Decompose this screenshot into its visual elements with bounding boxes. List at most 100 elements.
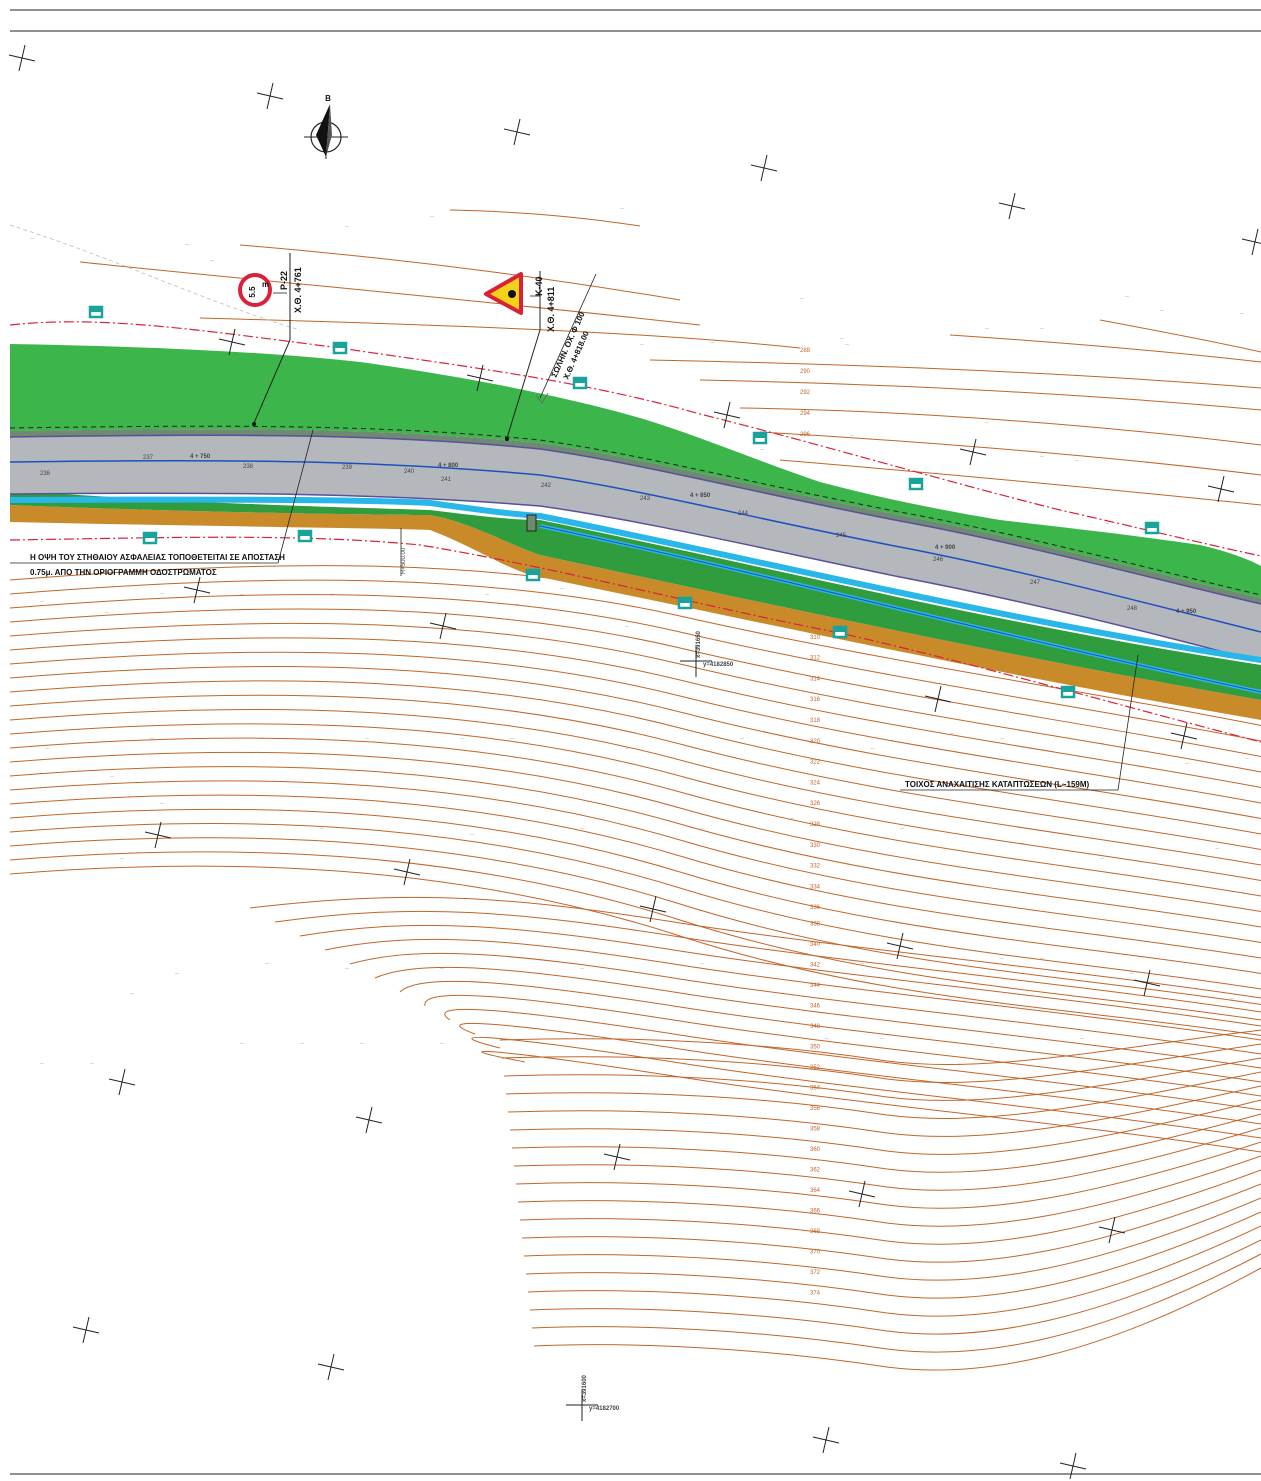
spot-height-mark: ·· [880, 1036, 884, 1042]
contour-line [501, 1043, 1261, 1084]
spot-height-mark: ·· [710, 340, 714, 346]
station-label: 237 [143, 455, 154, 461]
spot-height-mark: ·· [430, 214, 434, 220]
spot-height-mark: ·· [990, 1041, 994, 1047]
contour-label: 346 [810, 1004, 821, 1010]
spot-height-mark: ·· [850, 433, 854, 439]
contour-label: 294 [800, 411, 811, 417]
grid-cross-icon [393, 858, 421, 886]
coord-mark-1: x=391650 y=4182850 [680, 630, 734, 677]
spot-height-mark: ·· [515, 602, 519, 608]
contour-line [9, 865, 1261, 1036]
spot-height-mark: ·· [625, 746, 629, 752]
spot-height-mark: ·· [900, 826, 904, 832]
spot-height-mark: ·· [700, 961, 704, 967]
spot-height-mark: ·· [1130, 1076, 1134, 1082]
contour-line [424, 994, 1261, 1097]
spot-height-mark: ·· [1230, 996, 1234, 1002]
spot-height-mark: ·· [620, 206, 624, 212]
spot-height-mark: ·· [985, 420, 989, 426]
grid-cross-icon [144, 821, 172, 849]
contour-label: 362 [810, 1168, 821, 1174]
contour-line [517, 1155, 1261, 1227]
spot-height-mark: ·· [440, 1041, 444, 1047]
contour-line [9, 651, 1261, 804]
contour-label: 322 [810, 760, 821, 766]
spot-height-mark: ·· [700, 826, 704, 832]
sign-k40-chainage: X.Θ. 4+811 [546, 287, 556, 332]
grid-cross-icon [750, 154, 778, 182]
spot-height-mark: ·· [640, 342, 644, 348]
guardrail-line [9, 425, 1261, 596]
spot-height-mark: ·· [1040, 326, 1044, 332]
grid-cross-icon [713, 401, 741, 429]
boundary-marker-fill [335, 344, 345, 348]
spot-height-mark: ·· [1040, 956, 1044, 962]
grid-cross-icon [886, 932, 914, 960]
grid-cross-icon [72, 1316, 100, 1344]
spot-height-mark: ·· [240, 592, 244, 598]
road-centerline [9, 459, 1261, 633]
grid-cross-icon [959, 438, 987, 466]
contour-line [513, 1127, 1261, 1191]
contour-line [459, 1022, 1261, 1125]
grid-cross-icon [183, 576, 211, 604]
chainage-label: 4 + 800 [438, 463, 459, 469]
contour-label: 366 [810, 1209, 821, 1215]
contour-lines [9, 209, 1261, 1371]
spot-height-mark: ·· [740, 736, 744, 742]
coord-1-y: y=4182850 [703, 662, 734, 668]
contour-label: 332 [810, 864, 821, 870]
spot-height-mark: ·· [1080, 1036, 1084, 1042]
spot-height-mark: ·· [105, 610, 109, 616]
contour-label: 352 [810, 1065, 821, 1071]
contour-line [739, 407, 1261, 446]
contour-line [525, 1211, 1261, 1299]
contour-label: 290 [800, 369, 811, 375]
contour-label: 368 [810, 1229, 821, 1235]
spot-height-mark: ·· [1185, 761, 1189, 767]
boundary-markers [88, 305, 1160, 699]
spot-height-mark: ·· [45, 746, 49, 752]
contour-line [523, 1197, 1261, 1281]
contour-label: 324 [810, 780, 821, 786]
station-label: 245 [836, 533, 847, 539]
contour-line [499, 1029, 1261, 1066]
spot-height-mark: ·· [1075, 458, 1079, 464]
contour-line [9, 808, 1261, 974]
contour-line [9, 823, 1261, 990]
station-label: 248 [1127, 606, 1138, 612]
contour-line [1099, 319, 1261, 353]
spot-height-mark: ·· [1245, 756, 1249, 762]
spot-height-mark: ·· [825, 1036, 829, 1042]
boundary-marker-fill [145, 534, 155, 538]
spot-height-mark: ·· [580, 826, 584, 832]
boundary-marker-fill [1063, 688, 1073, 692]
boundary-line-lower [9, 536, 1261, 743]
contour-label: 354 [810, 1086, 821, 1092]
spot-height-mark: ·· [365, 736, 369, 742]
contour-line [239, 244, 681, 301]
boundary-marker-fill [835, 628, 845, 632]
north-letter: B [325, 94, 331, 103]
spot-height-mark: ·· [110, 774, 114, 780]
spot-height-mark: ·· [265, 961, 269, 967]
contour-line [503, 1057, 1261, 1101]
spot-height-mark: ·· [40, 1061, 44, 1067]
contour-label: 316 [810, 697, 821, 703]
note-line1: Η ΟΨΗ ΤΟΥ ΣΤΗΘΑΙΟΥ ΑΣΦΑΛΕΙΑΣ ΤΟΠΟΘΕΤΕΙΤΑ… [30, 553, 285, 562]
boundary-marker-fill [1147, 524, 1157, 528]
spot-height-mark: ·· [1105, 521, 1109, 527]
grid-cross-icon [355, 1106, 383, 1134]
spot-height-mark: ·· [175, 971, 179, 977]
boundary-marker-fill [575, 379, 585, 383]
spot-height-mark: ·· [150, 736, 154, 742]
spot-height-mark: ·· [40, 599, 44, 605]
spot-height-mark: ·· [160, 591, 164, 597]
spot-height-mark: ·· [120, 856, 124, 862]
contour-line [507, 1085, 1261, 1137]
station-label: 236 [40, 471, 51, 477]
spot-height-mark: ·· [870, 746, 874, 752]
spot-height-mark: ·· [260, 736, 264, 742]
